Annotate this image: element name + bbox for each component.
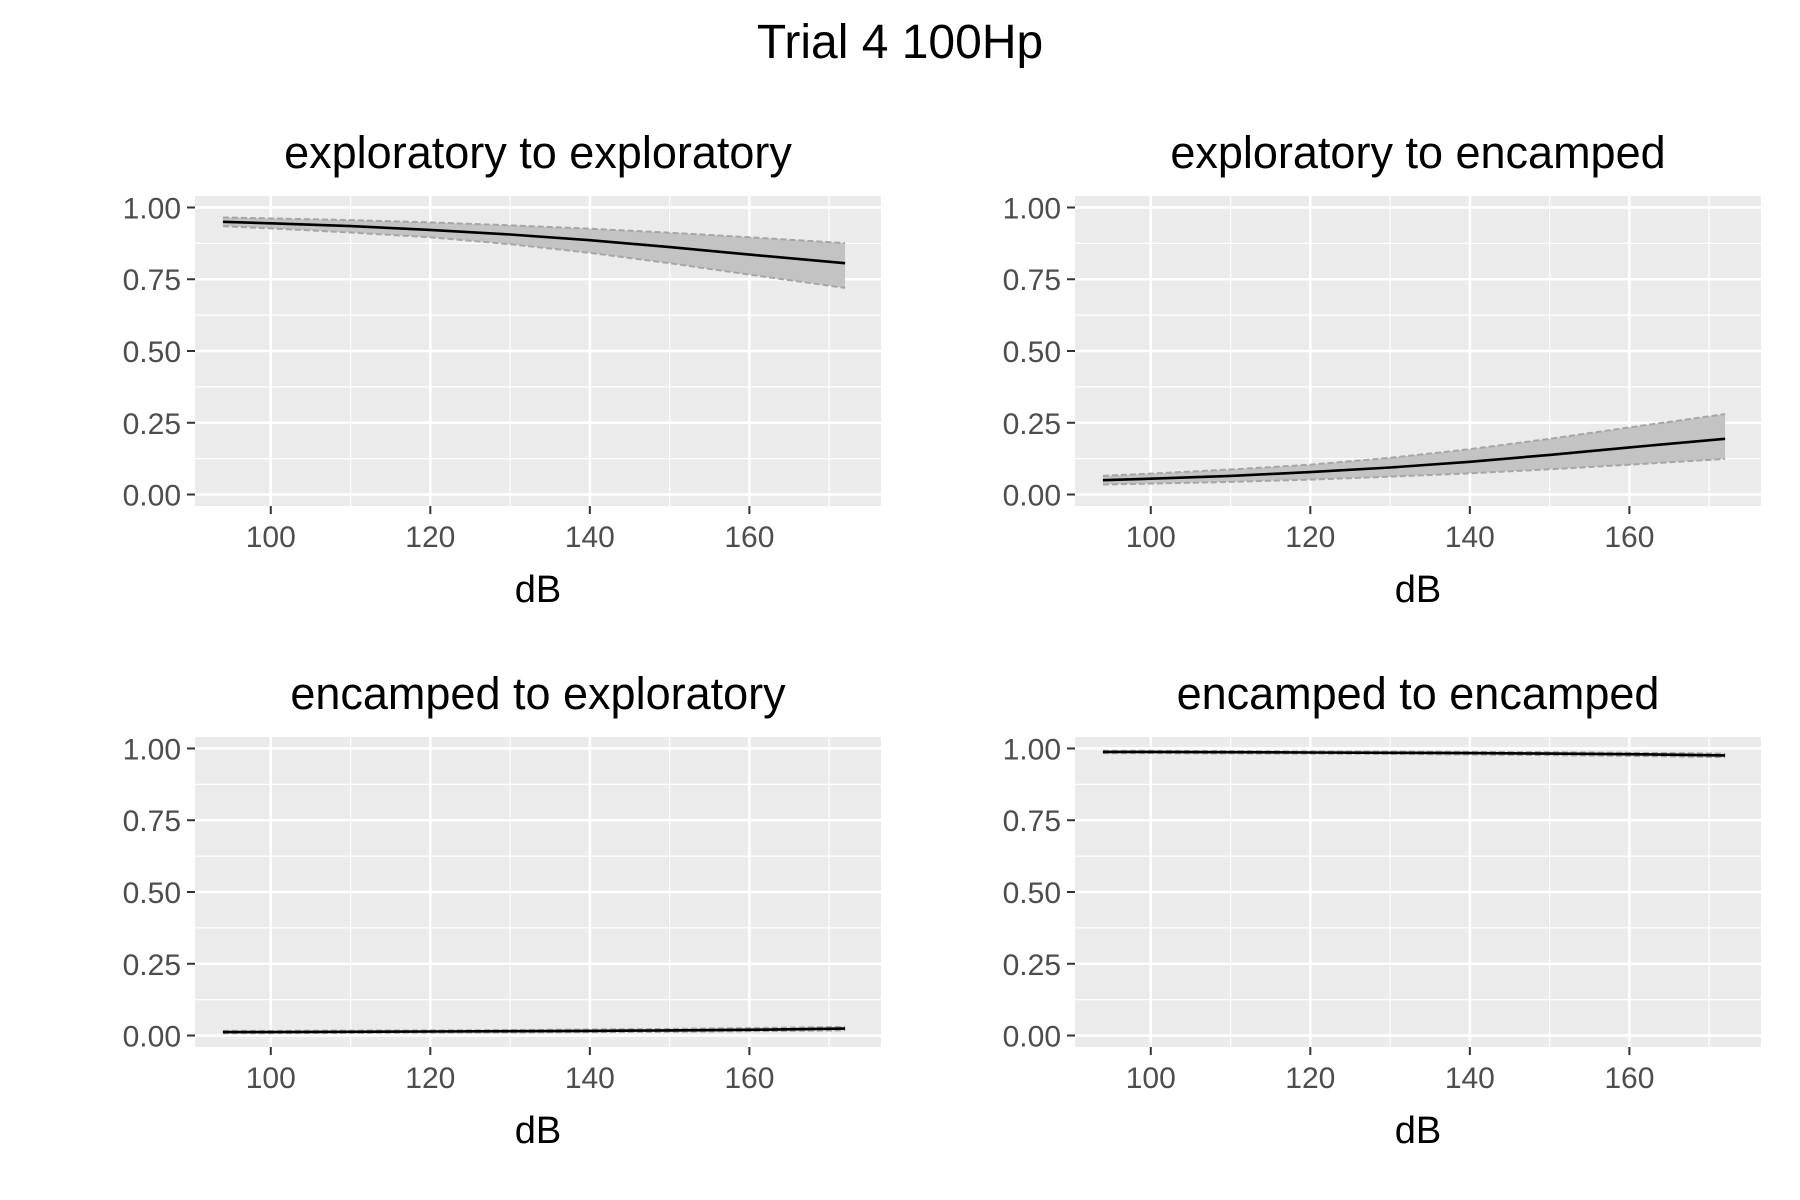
panel-4: 0.00 0.25 0.50 0.75 1.00 100 120 140 160 encamped… xyxy=(1003,668,1761,1152)
y-tick-label: 0.75 xyxy=(1003,805,1061,838)
y-tick-label: 0.00 xyxy=(1003,480,1061,513)
x-tick-label: 140 xyxy=(565,1062,615,1095)
y-tick-label: 0.75 xyxy=(1003,264,1061,297)
lower-bound-line xyxy=(222,225,846,289)
x-tick-label: 100 xyxy=(246,1062,296,1095)
x-tick-label: 100 xyxy=(1126,1062,1176,1095)
y-tick-label: 0.25 xyxy=(1003,408,1061,441)
series-line-1 xyxy=(1102,437,1726,482)
y-tick-label: 0.50 xyxy=(123,336,181,369)
panel-title: exploratory to exploratory xyxy=(284,127,792,178)
y-tick-label: 0.50 xyxy=(1003,877,1061,910)
y-tick-label: 0.75 xyxy=(123,805,181,838)
y-tick-label: 0.50 xyxy=(1003,336,1061,369)
series-line-1 xyxy=(1102,750,1726,757)
x-tick-label: 160 xyxy=(1604,521,1654,554)
y-tick-label: 1.00 xyxy=(1003,192,1061,225)
y-tick-label: 0.00 xyxy=(123,1021,181,1054)
x-tick-label: 100 xyxy=(246,521,296,554)
series-line-1 xyxy=(222,220,846,265)
confidence-band xyxy=(1102,414,1726,485)
panel-1: 0.00 0.25 0.50 0.75 1.00 100 120 140 160 explorat… xyxy=(123,127,881,611)
y-tick-label: 1.00 xyxy=(1003,733,1061,766)
x-tick-label: 140 xyxy=(1445,1062,1495,1095)
x-tick-label: 160 xyxy=(724,1062,774,1095)
x-tick-label: 140 xyxy=(565,521,615,554)
x-axis-label: dB xyxy=(515,1110,561,1152)
lower-bound-line xyxy=(1102,457,1726,486)
y-tick-label: 0.00 xyxy=(123,480,181,513)
x-tick-label: 140 xyxy=(1445,521,1495,554)
series-line-1 xyxy=(222,1027,846,1034)
figure-title: Trial 4 100Hp xyxy=(756,16,1044,69)
upper-bound-line xyxy=(1102,413,1726,477)
panel-3: 0.00 0.25 0.50 0.75 1.00 100 120 140 160 encamped… xyxy=(123,668,881,1152)
panel-title: encamped to exploratory xyxy=(290,668,786,719)
x-axis-label: dB xyxy=(1395,1110,1441,1152)
x-tick-label: 120 xyxy=(1285,521,1335,554)
confidence-band xyxy=(222,217,846,288)
y-tick-label: 0.25 xyxy=(123,408,181,441)
y-tick-label: 0.25 xyxy=(1003,949,1061,982)
x-tick-label: 160 xyxy=(1604,1062,1654,1095)
x-tick-label: 160 xyxy=(724,521,774,554)
y-tick-label: 0.00 xyxy=(1003,1021,1061,1054)
x-tick-label: 120 xyxy=(405,1062,455,1095)
x-tick-label: 120 xyxy=(1285,1062,1335,1095)
x-axis-label: dB xyxy=(1395,569,1441,611)
y-tick-label: 1.00 xyxy=(123,733,181,766)
panel-title: encamped to encamped xyxy=(1177,668,1660,719)
x-tick-label: 120 xyxy=(405,521,455,554)
y-tick-label: 1.00 xyxy=(123,192,181,225)
y-tick-label: 0.50 xyxy=(123,877,181,910)
y-tick-label: 0.25 xyxy=(123,949,181,982)
y-tick-label: 0.75 xyxy=(123,264,181,297)
upper-bound-line xyxy=(222,216,846,245)
x-axis-label: dB xyxy=(515,569,561,611)
panel-title: exploratory to encamped xyxy=(1170,127,1665,178)
x-tick-label: 100 xyxy=(1126,521,1176,554)
panel-2: 0.00 0.25 0.50 0.75 1.00 100 120 140 160 explorat… xyxy=(1003,127,1761,611)
